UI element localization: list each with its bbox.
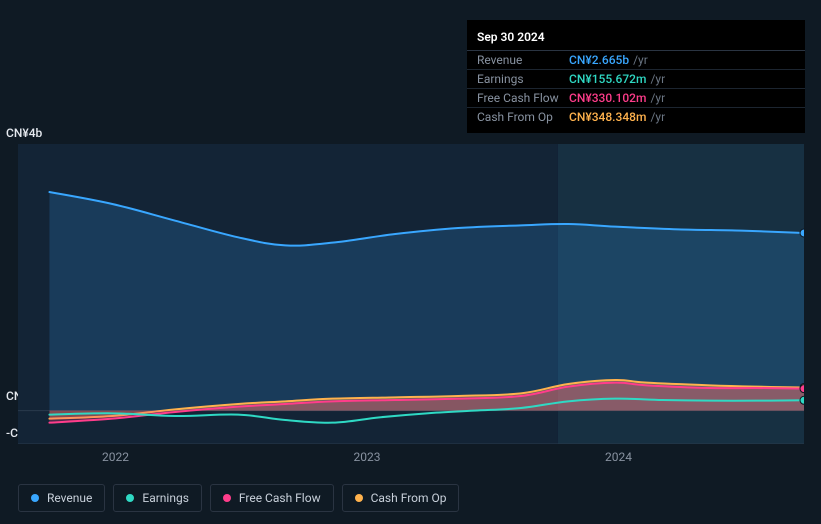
legend-item-label: Cash From Op (371, 491, 447, 505)
legend-swatch-icon (223, 494, 231, 502)
tooltip-row-suffix: /yr (650, 110, 665, 124)
legend-swatch-icon (126, 494, 134, 502)
tooltip-row-value: CN¥2.665b (569, 53, 629, 67)
legend-item-label: Earnings (142, 491, 189, 505)
chart-legend: Revenue Earnings Free Cash Flow Cash From O… (18, 484, 459, 512)
legend-swatch-icon (355, 494, 363, 502)
x-axis: 2022 2023 2024 (18, 450, 804, 470)
financials-area-chart[interactable] (18, 124, 804, 444)
tooltip-row-value: CN¥330.102m (569, 91, 646, 105)
legend-item-free-cash-flow[interactable]: Free Cash Flow (210, 484, 334, 512)
legend-item-label: Free Cash Flow (239, 491, 321, 505)
tooltip-row-value: CN¥348.348m (569, 110, 646, 124)
tooltip-date: Sep 30 2024 (467, 27, 805, 51)
legend-swatch-icon (31, 494, 39, 502)
x-axis-label: 2022 (102, 450, 129, 464)
x-axis-label: 2023 (353, 450, 380, 464)
tooltip-row-suffix: /yr (650, 72, 665, 86)
x-axis-label: 2024 (605, 450, 632, 464)
legend-item-label: Revenue (47, 491, 92, 505)
tooltip-row-value: CN¥155.672m (569, 72, 646, 86)
tooltip-row: RevenueCN¥2.665b/yr (467, 51, 805, 70)
chart-tooltip: Sep 30 2024 RevenueCN¥2.665b/yrEarningsC… (467, 20, 805, 133)
legend-item-revenue[interactable]: Revenue (18, 484, 105, 512)
legend-item-earnings[interactable]: Earnings (113, 484, 202, 512)
tooltip-row: EarningsCN¥155.672m/yr (467, 70, 805, 89)
tooltip-row-label: Earnings (477, 72, 569, 86)
tooltip-row-label: Cash From Op (477, 110, 569, 124)
tooltip-row: Free Cash FlowCN¥330.102m/yr (467, 89, 805, 108)
tooltip-row-suffix: /yr (650, 91, 665, 105)
tooltip-row-label: Revenue (477, 53, 569, 67)
legend-item-cash-from-op[interactable]: Cash From Op (342, 484, 460, 512)
tooltip-row-suffix: /yr (633, 53, 648, 67)
tooltip-row-label: Free Cash Flow (477, 91, 569, 105)
